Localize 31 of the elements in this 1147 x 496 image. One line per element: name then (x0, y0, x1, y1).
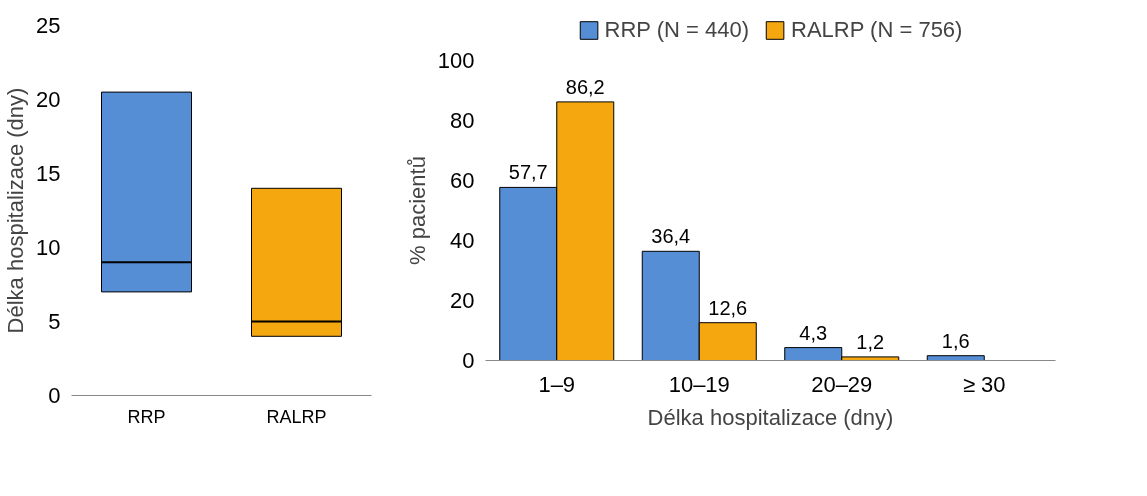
legend-label: RRP (N = 440) (604, 17, 750, 43)
y-tick-label: 10 (36, 235, 61, 260)
x-axis-title: Délka hospitalizace (dny) (647, 404, 894, 430)
y-tick-label: 40 (450, 228, 475, 253)
data-label: 1,2 (856, 330, 885, 353)
y-tick-label: 20 (36, 87, 61, 112)
x-tick-label: ≥ 30 (962, 371, 1006, 397)
x-tick-label: 1–9 (538, 371, 576, 397)
y-axis-title: Délka hospitalizace (dny) (3, 87, 29, 334)
y-tick-label: 5 (48, 309, 61, 334)
y-tick-label: 25 (36, 13, 61, 38)
bar (926, 355, 985, 361)
data-label: 12,6 (708, 296, 748, 319)
legend-label: RALRP (N = 756) (791, 17, 963, 43)
y-tick-label: 100 (437, 48, 475, 73)
y-tick-label: 20 (450, 288, 475, 313)
y-tick-label: 15 (36, 161, 61, 186)
data-label: 1,6 (941, 329, 970, 352)
data-label: 4,3 (799, 321, 828, 344)
x-tick-label: 20–29 (811, 371, 873, 397)
y-tick-label: 0 (462, 348, 475, 373)
x-tick-label: 10–19 (668, 371, 730, 397)
data-label: 57,7 (508, 161, 548, 184)
x-tick-label: RALRP (266, 406, 327, 427)
y-tick-label: 60 (450, 168, 475, 193)
y-axis-title: % pacientů (404, 156, 430, 265)
x-tick-label: RRP (127, 406, 166, 427)
y-tick-label: 0 (48, 383, 61, 408)
data-label: 86,2 (565, 75, 605, 98)
y-tick-label: 80 (450, 108, 475, 133)
data-label: 36,4 (651, 225, 691, 248)
